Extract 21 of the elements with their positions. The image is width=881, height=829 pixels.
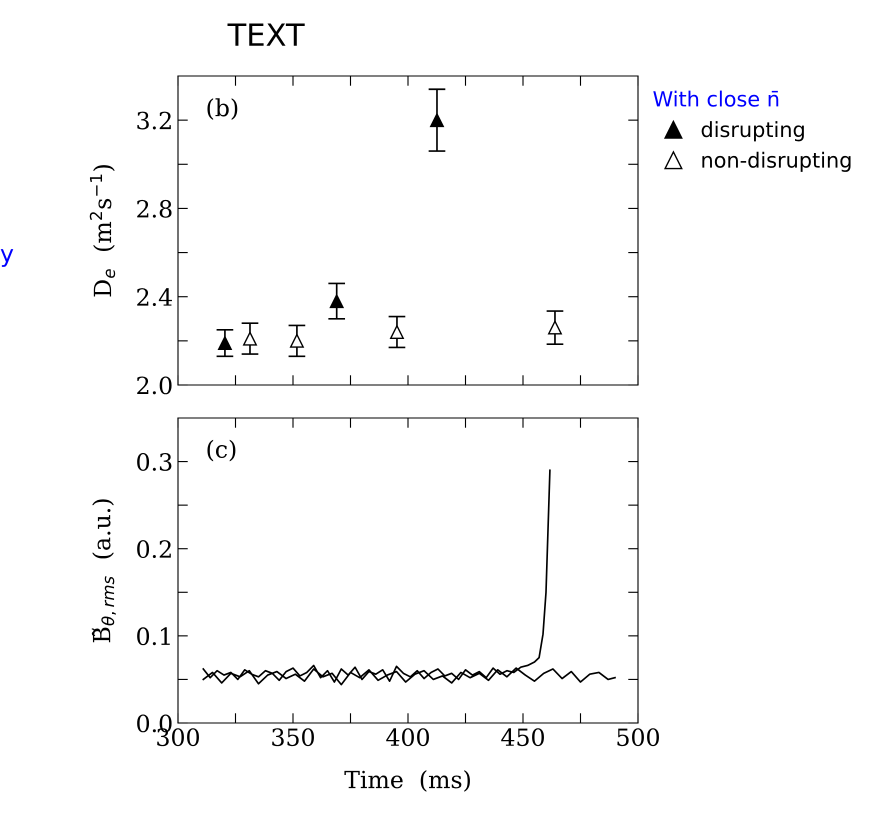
y-axis-title: B̃$_{θ,rms}$ (a.u.) [92,499,116,642]
legend-title: With close n̄ [653,90,778,107]
x-tick-label: 350 [272,728,314,746]
chart-title: TEXT [227,23,305,46]
x-tick-label: 400 [386,728,429,746]
legend-label: non-disrupting [702,152,851,172]
y-tick-label: 2.4 [137,288,172,306]
y-tick-label: 3.2 [137,112,171,130]
x-tick-label: 500 [617,728,659,746]
x-axis-title: Time (ms) [344,770,470,792]
y-tick-label: 0.1 [137,627,170,646]
y-tick-label: 2.0 [137,376,172,394]
annotation: (b) [207,98,238,120]
text: y [0,249,14,267]
y-axis-title: D$_{e}$ (m$^{2}$s$^{−1}$) [90,165,116,296]
legend-label: disrupting [702,121,804,142]
y-tick-label: 0.3 [137,453,172,471]
y-tick-label: 0.2 [137,540,171,558]
annotation: (c) [207,440,236,462]
x-tick-label: 450 [501,728,544,746]
y-tick-label: 2.8 [137,200,172,218]
